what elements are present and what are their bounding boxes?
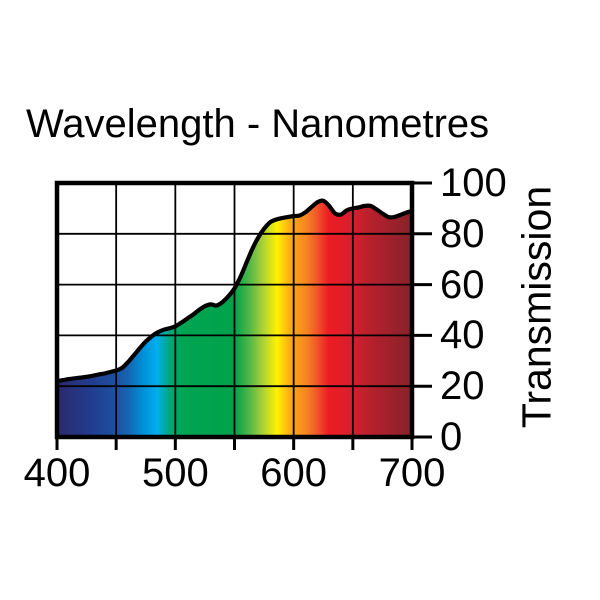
plot-area <box>54 180 432 450</box>
x-axis-tick-label: 600 <box>260 451 328 495</box>
x-axis-tick-label: 700 <box>378 451 446 495</box>
transmission-plot-svg <box>54 180 432 450</box>
x-axis-tick-label: 400 <box>23 451 91 495</box>
y-axis-tick-label: 60 <box>440 262 485 307</box>
transmission-curve <box>54 198 415 384</box>
y-axis-tick-label: 20 <box>440 364 485 409</box>
y-axis-title: Transmission <box>513 185 560 429</box>
plot-border <box>54 180 415 440</box>
y-axis-tick-label: 100 <box>440 161 507 205</box>
y-axis-tick-label: 40 <box>440 313 485 358</box>
chart-title: Wavelength - Nanometres <box>26 102 490 146</box>
y-axis-tick-label: 80 <box>440 211 485 256</box>
y-axis-tick-label: 0 <box>440 415 463 459</box>
x-axis-tick-label: 500 <box>141 451 209 495</box>
